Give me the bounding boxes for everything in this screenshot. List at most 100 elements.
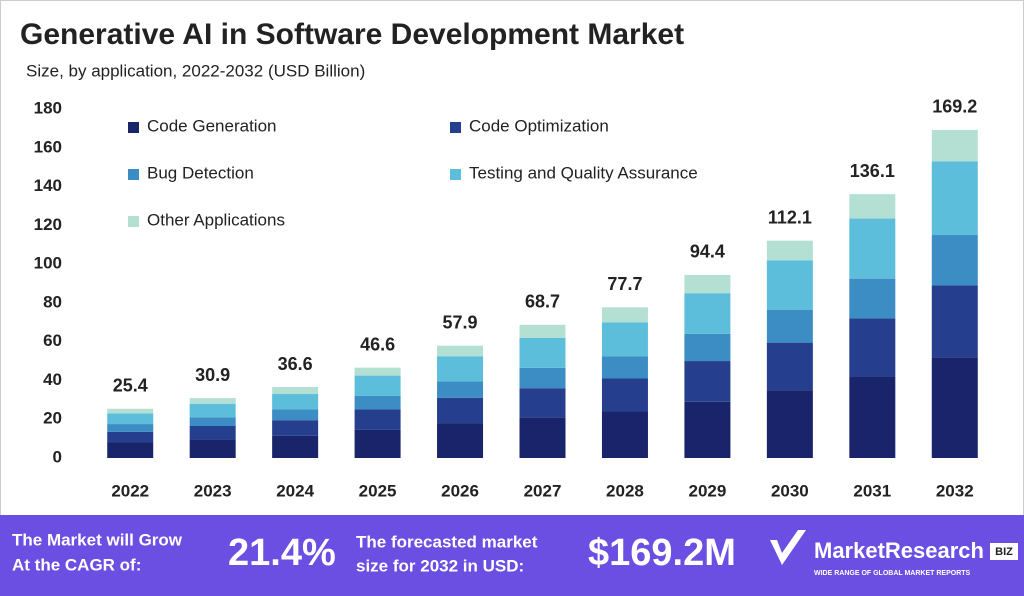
bar-segment [601, 356, 648, 379]
x-tick-label: 2030 [771, 481, 809, 500]
total-label: 112.1 [768, 207, 812, 227]
bar-segment [272, 394, 319, 410]
x-tick-label: 2025 [359, 481, 397, 500]
bar-segment [931, 357, 978, 458]
total-label: 169.2 [932, 97, 977, 117]
bar-segment [766, 240, 813, 261]
bar-segment [931, 235, 978, 286]
tagline: WIDE RANGE OF GLOBAL MARKET REPORTS [814, 570, 971, 577]
bar-segment [354, 367, 401, 376]
x-tick-label: 2028 [606, 481, 644, 500]
bar-segment [437, 345, 484, 357]
bar-segment [272, 435, 319, 458]
total-label: 94.4 [690, 242, 725, 262]
bar-segment [849, 318, 896, 377]
chart-subtitle: Size, by application, 2022-2032 (USD Bil… [26, 61, 365, 80]
bar-segment [437, 356, 484, 382]
bar-segment [272, 420, 319, 436]
cagr-text: At the CAGR of: [12, 555, 141, 574]
bar-segment [354, 409, 401, 430]
bar-segment [272, 387, 319, 395]
bar-segment [849, 194, 896, 219]
x-tick-label: 2026 [441, 481, 479, 500]
footer-banner [0, 515, 1024, 596]
y-tick-label: 120 [34, 215, 62, 234]
bar-segment [931, 161, 978, 236]
y-tick-label: 80 [43, 292, 62, 311]
x-tick-label: 2023 [194, 481, 232, 500]
legend-label: Testing and Quality Assurance [469, 163, 698, 182]
bar-segment [189, 398, 236, 404]
total-label: 68.7 [525, 292, 560, 312]
bar-segment [684, 361, 731, 402]
legend-swatch [450, 169, 461, 180]
bar-segment [601, 411, 648, 458]
bar-segment [684, 333, 731, 362]
total-label: 36.6 [278, 354, 313, 374]
legend-label: Code Generation [147, 116, 276, 135]
plot: 0 20 40 60 80 100 120 140 160 180 Code Generation C… [34, 97, 978, 500]
bar-segment [766, 260, 813, 310]
brand-badge [990, 543, 1018, 560]
x-tick-label: 2027 [524, 481, 562, 500]
bar-segment [189, 439, 236, 458]
legend-swatch [450, 122, 461, 133]
bar-segment [766, 390, 813, 458]
x-tick-label: 2024 [276, 481, 314, 500]
brand-logo [770, 530, 806, 565]
bar-segment [437, 423, 484, 458]
forecast-value: $169.2M [588, 532, 736, 574]
x-tick-label: 2029 [688, 481, 726, 500]
bar-segment [107, 442, 154, 458]
bar-segment [766, 342, 813, 391]
y-tick-label: 0 [53, 447, 62, 466]
forecast-text: size for 2032 in USD: [356, 556, 524, 575]
legend-swatch [128, 122, 139, 133]
bar-segment [519, 337, 566, 368]
legend-label: Other Applications [147, 210, 285, 229]
brand: MarketResearch [814, 538, 984, 563]
cagr-text: The Market will Grow [12, 530, 183, 549]
chart-title: Generative AI in Software Development Ma… [20, 18, 684, 51]
bar-segment [189, 417, 236, 427]
bar-segment [107, 413, 154, 425]
y-tick-label: 140 [34, 176, 62, 195]
y-tick-label: 60 [43, 331, 62, 350]
total-label: 77.7 [607, 274, 642, 294]
bar-segment [519, 417, 566, 458]
bar-segment [519, 388, 566, 418]
bar-segment [684, 293, 731, 334]
legend-label: Code Optimization [469, 116, 609, 135]
bar-segment [601, 378, 648, 412]
x-tick-label: 2031 [853, 481, 891, 500]
y-tick-label: 40 [43, 370, 62, 389]
total-label: 46.6 [360, 334, 395, 354]
total-label: 57.9 [443, 312, 478, 332]
forecast-text: The forecasted market [356, 532, 538, 551]
y-tick-label: 160 [34, 137, 62, 156]
bar-segment [849, 278, 896, 319]
brand-suffix: BIZ [995, 546, 1013, 558]
legend-swatch [128, 169, 139, 180]
y-tick-label: 20 [43, 409, 62, 428]
bar-segment [601, 307, 648, 323]
total-label: 30.9 [195, 365, 230, 385]
total-label: 136.1 [850, 161, 895, 181]
bar-segment [354, 395, 401, 410]
bar-segment [354, 375, 401, 396]
bar-segment [107, 431, 154, 443]
legend-label: Bug Detection [147, 163, 254, 182]
y-tick-label: 100 [34, 254, 62, 273]
bar-segment [766, 309, 813, 343]
bar-segment [601, 322, 648, 357]
x-tick-label: 2032 [936, 481, 974, 500]
bar-segment [107, 424, 154, 432]
y-tick-label: 180 [34, 98, 62, 117]
bar-segment [107, 408, 154, 414]
bar-segment [519, 367, 566, 389]
bar-segment [519, 324, 566, 338]
x-tick-label: 2022 [111, 481, 149, 500]
bar-segment [437, 397, 484, 424]
